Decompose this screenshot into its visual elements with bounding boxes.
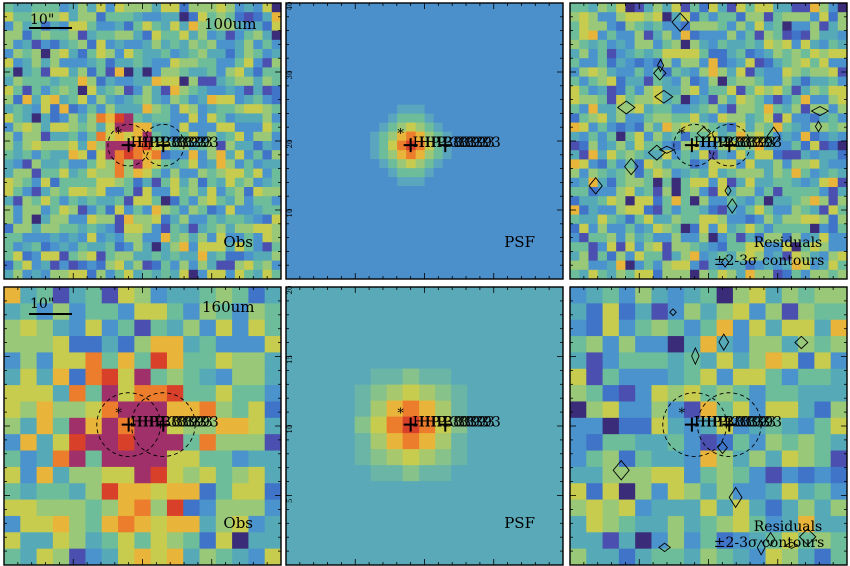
axis-ticks: 40 30 20 10 bbox=[285, 2, 564, 280]
image-pixels bbox=[4, 287, 281, 565]
scale-bar-label: 10" bbox=[30, 12, 54, 28]
panel-label: Residuals bbox=[754, 235, 822, 251]
axis-ticks bbox=[3, 2, 282, 280]
source-name-label: HIP 38393 bbox=[694, 415, 770, 431]
source-name-label: HIP 38393 bbox=[425, 135, 501, 151]
panel-label: PSF bbox=[504, 233, 535, 251]
source-name-label: HIP 38393 bbox=[706, 415, 782, 431]
band-label: 100um bbox=[204, 15, 257, 33]
axis-tick-label: 20 bbox=[286, 286, 294, 295]
panel-label: PSF bbox=[504, 514, 535, 532]
image-pixels bbox=[4, 3, 281, 279]
panel-label: Residuals bbox=[754, 519, 822, 535]
source-name-label: HIP 38393 bbox=[425, 415, 501, 431]
axis-tick-label: 20 bbox=[286, 140, 294, 149]
source-name-label: HIP 38393 bbox=[137, 415, 213, 431]
axis-tick-label: 10 bbox=[286, 209, 294, 218]
sigma-contours bbox=[588, 12, 830, 268]
panel-sublabel: ±2-3σ contours bbox=[714, 535, 825, 551]
star-marker-icon: * bbox=[115, 407, 122, 422]
star-marker-icon: * bbox=[397, 127, 404, 142]
axis-tick-label: 40 bbox=[286, 2, 294, 11]
star-marker-icon: * bbox=[115, 127, 122, 142]
image-pixels bbox=[286, 3, 563, 279]
star-marker-icon: * bbox=[679, 407, 686, 422]
source-name-label: HIP 38393 bbox=[143, 135, 219, 151]
band-label: 160um bbox=[202, 298, 255, 316]
axis-tick-label: 30 bbox=[286, 71, 294, 80]
axis-tick-label: 15 bbox=[286, 355, 294, 364]
panel-label: Obs bbox=[223, 233, 253, 251]
source-name-label: HIP 38393 bbox=[143, 415, 219, 431]
star-marker-icon: * bbox=[397, 407, 404, 422]
source-name-label: HIP 38393 bbox=[131, 415, 207, 431]
panel-sublabel: ±2-3σ contours bbox=[714, 253, 825, 269]
source-name-label: HIP 38393 bbox=[700, 135, 776, 151]
axis-ticks bbox=[569, 2, 848, 280]
axis-ticks bbox=[3, 286, 282, 566]
axis-tick-label: 10 bbox=[286, 425, 294, 434]
image-pixels bbox=[570, 3, 847, 279]
panel-label: Obs bbox=[223, 514, 253, 532]
source-name-label: HIP 38393 bbox=[706, 135, 782, 151]
source-name-label: HIP 38393 bbox=[419, 135, 495, 151]
axis-ticks: 20 15 10 5 bbox=[285, 286, 564, 566]
source-name-label: HIP 38393 bbox=[137, 135, 213, 151]
source-name-label: HIP 38393 bbox=[700, 415, 776, 431]
source-name-label: HIP 38393 bbox=[413, 135, 489, 151]
sigma-contours bbox=[612, 308, 817, 556]
scale-bar-label: 10" bbox=[30, 296, 54, 312]
source-name-label: HIP 38393 bbox=[131, 135, 207, 151]
scale-bar: 10" bbox=[29, 12, 72, 29]
source-name-label: HIP 38393 bbox=[413, 415, 489, 431]
source-name-label: HIP 38393 bbox=[694, 135, 770, 151]
axis-ticks bbox=[569, 286, 848, 566]
source-name-label: HIP 38393 bbox=[419, 415, 495, 431]
star-marker-icon: * bbox=[679, 127, 686, 142]
image-pixels bbox=[286, 287, 563, 565]
axis-tick-label: 5 bbox=[286, 499, 294, 503]
scale-bar: 10" bbox=[29, 296, 72, 315]
image-pixels bbox=[570, 287, 847, 565]
